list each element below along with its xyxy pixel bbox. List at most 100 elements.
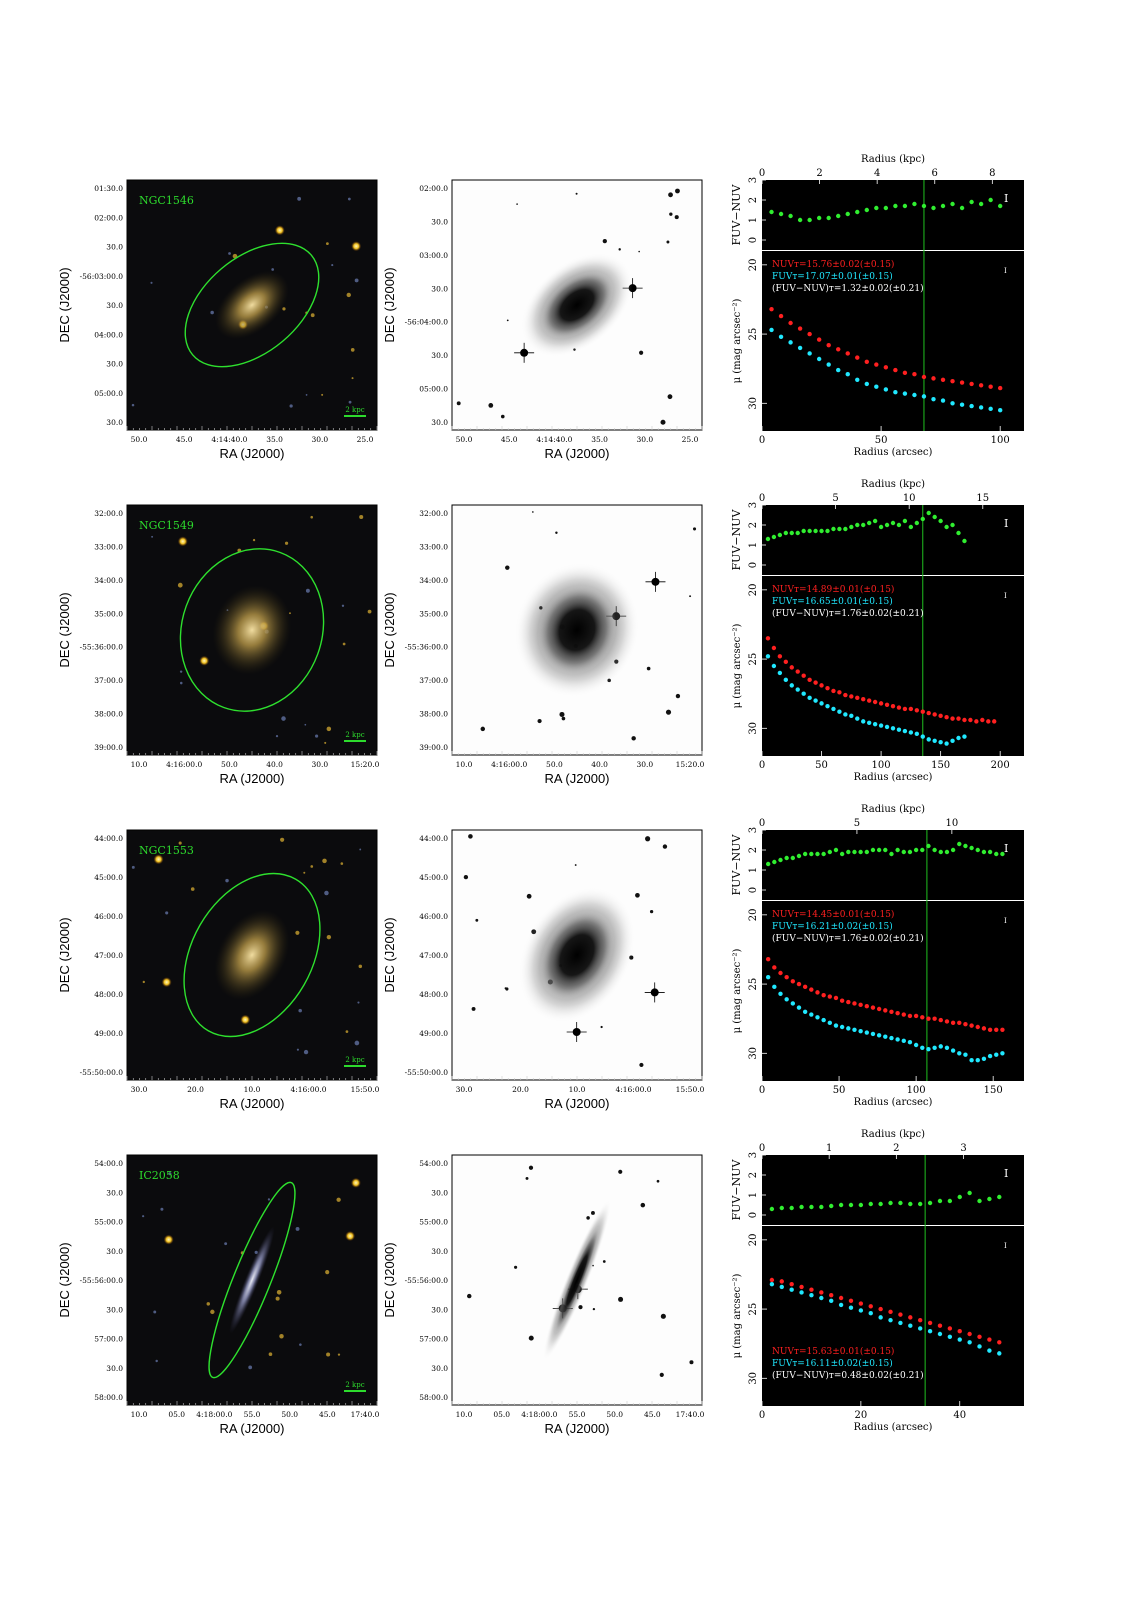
star-dot: [345, 1030, 349, 1033]
profile-chart: 0 2 4 6 8 Radius (kpc) 0 1 2 3 FUV−NUV 20 25 30 μ (mag…: [730, 154, 1024, 458]
fuv-point: [769, 1281, 775, 1287]
aperture-ellipse: [183, 872, 321, 1038]
color-point: [950, 522, 955, 528]
fuv-point: [864, 1030, 869, 1035]
color-point: [914, 520, 920, 526]
fuv-point: [788, 340, 793, 345]
star-dot: [248, 1365, 253, 1370]
star-dot: [131, 865, 135, 869]
fuv-point: [950, 401, 955, 406]
kpc-tick-label: 6: [932, 168, 938, 179]
color-point: [797, 217, 803, 223]
star-dot: [153, 1310, 157, 1314]
fuv-point: [938, 739, 943, 745]
star-dot: [659, 1372, 664, 1377]
dec-tick-label: 37:00.0: [94, 676, 123, 685]
fuv-point: [947, 1334, 953, 1339]
fuv-point: [950, 1048, 956, 1053]
error-bar-glyph: I: [1004, 592, 1007, 600]
fuv-point: [907, 1040, 913, 1045]
star-dot: [600, 1025, 603, 1029]
star-dot: [321, 393, 324, 396]
kpc-tick-label: 4: [874, 168, 880, 179]
fuv-point: [883, 1034, 888, 1039]
nuv-point: [821, 992, 826, 998]
color-point: [1000, 851, 1005, 857]
nuv-point: [864, 1004, 869, 1009]
nuv-point: [975, 1024, 980, 1030]
kpc-tick-label: 5: [854, 818, 860, 829]
kpc-tick-label: 2: [893, 1143, 899, 1154]
nuv-point: [795, 669, 800, 674]
dec-tick-label: 32:00.0: [419, 509, 448, 518]
kpc-tick-label: 0: [759, 493, 765, 504]
ra-tick-label: 30.0: [456, 1085, 473, 1094]
color-point: [839, 851, 845, 857]
fuv-point: [969, 1058, 974, 1063]
color-profile-frame: [762, 180, 1024, 250]
dec-tick-label: 02:00.0: [94, 213, 123, 222]
nuv-point: [852, 1001, 857, 1006]
color-point: [838, 1202, 844, 1208]
galaxy-core: [539, 910, 615, 1000]
star-dot: [618, 1169, 623, 1174]
nuv-point: [895, 1010, 900, 1016]
star-dot: [359, 848, 362, 851]
fuv-point: [771, 663, 777, 669]
color-point: [790, 855, 796, 861]
arcsec-tick-label: 40: [953, 1410, 966, 1421]
fuv-point: [874, 384, 879, 389]
mu-profile-frame: [762, 901, 1024, 1081]
color-point: [940, 203, 946, 209]
color-image-panel: NGC1546 2 kpc 50.0 45.0 4:14:40.0 35.0 30.0 25.…: [57, 179, 378, 461]
nuv-point: [837, 690, 842, 695]
fuv-point: [807, 351, 812, 356]
nuv-point: [836, 347, 841, 352]
nuv-point: [819, 683, 824, 688]
nuv-point: [866, 698, 872, 703]
star-dot: [324, 741, 327, 744]
ra-tick-label: 30.0: [636, 435, 653, 444]
star-dot: [574, 864, 577, 866]
ra-tick-label: 30.0: [311, 435, 328, 444]
bright-star: [240, 1014, 251, 1025]
color-point: [870, 847, 876, 853]
star-dot: [660, 1313, 666, 1319]
color-point: [944, 524, 949, 530]
color-point: [765, 861, 771, 867]
nuv-point: [883, 365, 889, 370]
fuv-point: [884, 724, 890, 730]
fuv-point: [825, 703, 830, 709]
star-dot: [304, 723, 307, 726]
color-point: [801, 528, 806, 534]
arcsec-tick-label: 0: [759, 760, 765, 771]
nuv-point: [769, 1277, 775, 1283]
star-dot: [500, 414, 505, 419]
color-point: [938, 518, 943, 524]
color-point: [944, 849, 950, 855]
kpc-tick-label: 0: [759, 168, 765, 179]
nuv-point: [917, 1317, 923, 1323]
fuv-point: [901, 1038, 906, 1044]
star-dot: [296, 1048, 299, 1051]
star-dot: [326, 1352, 331, 1357]
galaxy-glow: [212, 585, 292, 675]
dec-tick-label: 30.0: [431, 418, 448, 427]
dec-axis-label: DEC (J2000): [382, 1242, 397, 1317]
dec-tick-label: 45:00.0: [94, 873, 123, 882]
fuv-point: [987, 1348, 992, 1353]
nuv-point: [784, 974, 789, 980]
error-bar-glyph: I: [1004, 267, 1007, 275]
fuv-point: [801, 691, 806, 696]
mu-axis-label: μ (mag arcsec⁻²): [732, 1274, 743, 1359]
color-point: [858, 849, 863, 855]
color-point: [807, 528, 812, 534]
nuv-point: [926, 710, 931, 716]
ra-tick-label: 30.0: [311, 760, 328, 769]
fuv-point: [796, 1005, 802, 1010]
dec-tick-label: 44:00.0: [419, 834, 448, 843]
bright-star: [351, 241, 362, 252]
color-point: [938, 849, 943, 855]
photometry-legend-line: (FUV−NUV)ᴛ=1.32±0.02(±0.21): [772, 283, 924, 294]
color-tick-label: 2: [748, 522, 759, 528]
